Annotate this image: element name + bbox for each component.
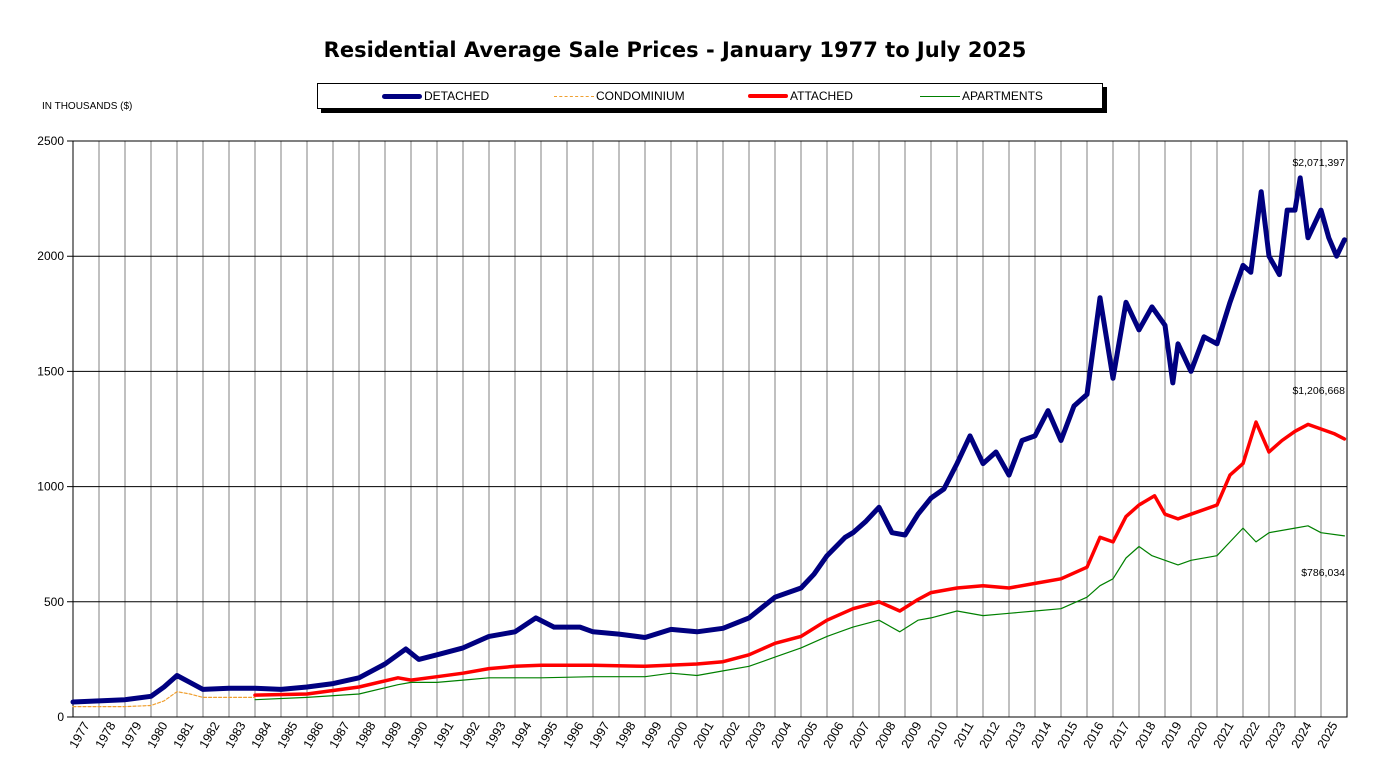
legend-label: ATTACHED: [790, 89, 853, 103]
x-tick-label: 1986: [301, 719, 327, 750]
x-tick-label: 1982: [197, 719, 223, 750]
x-tick-label: 2001: [691, 719, 717, 750]
x-tick-label: 2017: [1107, 719, 1133, 750]
legend-item-attached: ATTACHED: [748, 89, 853, 103]
x-tick-label: 1991: [431, 719, 457, 750]
x-tick-label: 1985: [275, 719, 301, 750]
x-tick-label: 1990: [405, 719, 431, 750]
x-tick-label: 2016: [1081, 719, 1107, 750]
x-tick-label: 2012: [977, 719, 1003, 750]
series-line-attached: [253, 420, 1347, 697]
x-tick-label: 2025: [1315, 719, 1341, 750]
legend: DETACHED CONDOMINIUM ATTACHED APARTMENTS: [317, 83, 1103, 109]
x-tick-label: 2023: [1263, 719, 1289, 750]
data-annotation: $2,071,397: [1292, 157, 1345, 169]
x-tick-label: 1980: [145, 719, 171, 750]
x-tick-label: 1987: [327, 719, 353, 750]
x-tick-label: 1989: [379, 719, 405, 750]
y-tick-label: 2000: [37, 249, 64, 263]
x-tick-label: 1983: [223, 719, 249, 750]
x-tick-label: 2013: [1003, 719, 1029, 750]
x-tick-label: 1993: [483, 719, 509, 750]
x-tick-label: 1984: [249, 719, 275, 750]
chart-title: Residential Average Sale Prices - Januar…: [323, 38, 1027, 62]
data-annotation: $786,034: [1301, 567, 1345, 579]
legend-label: APARTMENTS: [962, 89, 1043, 103]
legend-label: DETACHED: [424, 89, 490, 103]
legend-item-condominium: CONDOMINIUM: [554, 89, 685, 103]
data-annotation: $1,206,668: [1292, 385, 1345, 397]
legend-item-apartments: APARTMENTS: [920, 89, 1043, 103]
x-tick-label: 2015: [1055, 719, 1081, 750]
x-tick-label: 2020: [1185, 719, 1211, 750]
x-tick-label: 1978: [93, 719, 119, 750]
x-tick-label: 2014: [1029, 719, 1055, 750]
x-tick-label: 1999: [639, 719, 665, 750]
x-tick-label: 1997: [587, 719, 613, 750]
x-tick-label: 2002: [717, 719, 743, 750]
x-tick-label: 2006: [821, 719, 847, 750]
x-tick-label: 1979: [119, 719, 145, 750]
x-tick-label: 2007: [847, 719, 873, 750]
x-tick-label: 2003: [743, 719, 769, 750]
series-line-detached: [70, 175, 1347, 705]
x-tick-label: 2008: [873, 719, 899, 750]
legend-item-detached: DETACHED: [382, 89, 489, 103]
x-tick-label: 2009: [899, 719, 925, 750]
plot-border: [72, 140, 1348, 718]
x-tick-label: 2022: [1237, 719, 1263, 750]
x-tick-label: 2011: [951, 719, 977, 749]
x-tick-label: 1992: [457, 719, 483, 750]
x-tick-label: 2018: [1133, 719, 1159, 750]
y-tick-label: 1500: [37, 364, 64, 378]
series-line-apartments: [254, 525, 1345, 701]
x-tick-label: 1996: [561, 719, 587, 750]
x-tick-label: 1995: [535, 719, 561, 750]
legend-label: CONDOMINIUM: [596, 89, 685, 103]
y-tick-label: 2500: [37, 134, 64, 148]
legend-swatch: [920, 95, 960, 97]
legend-swatch: [748, 94, 788, 98]
y-tick-label: 1000: [37, 480, 64, 494]
x-tick-label: 1977: [67, 719, 93, 750]
x-tick-label: 2019: [1159, 719, 1185, 750]
series-line-condominium: [72, 691, 256, 708]
y-tick-label: 0: [57, 710, 64, 724]
x-tick-label: 1994: [509, 719, 535, 750]
x-tick-label: 2010: [925, 719, 951, 750]
x-tick-label: 2021: [1211, 719, 1237, 750]
y-tick-label: 500: [44, 595, 64, 609]
x-tick-label: 1988: [353, 719, 379, 750]
legend-swatch: [382, 93, 422, 99]
x-tick-label: 1981: [171, 719, 197, 750]
x-tick-label: 2000: [665, 719, 691, 750]
legend-swatch: [554, 95, 594, 97]
x-tick-label: 2024: [1289, 719, 1315, 750]
x-tick-label: 1998: [613, 719, 639, 750]
x-tick-label: 2005: [795, 719, 821, 750]
y-axis-label: IN THOUSANDS ($): [42, 101, 133, 112]
x-tick-label: 2004: [769, 719, 795, 750]
